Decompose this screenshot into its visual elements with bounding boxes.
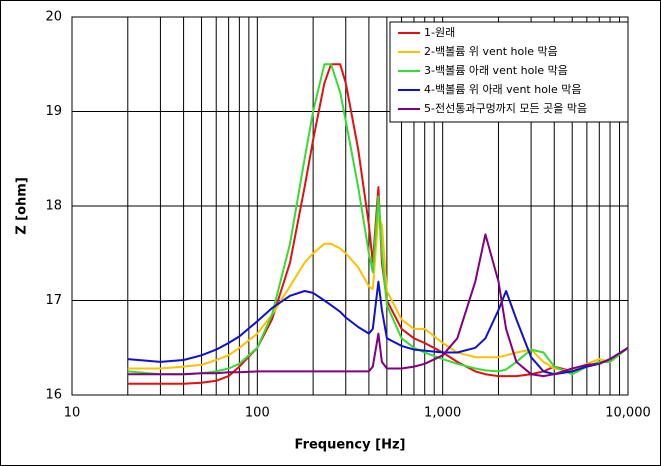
series-line	[127, 280, 629, 376]
x-tick-label: 10,000	[605, 406, 651, 421]
legend-label: 4-백볼륨 위 아래 vent hole 막음	[424, 83, 582, 96]
legend-label: 2-백볼륨 위 vent hole 막음	[424, 45, 558, 58]
y-tick-label: 19	[45, 104, 62, 119]
y-tick-label: 17	[45, 293, 62, 308]
legend-box	[389, 21, 629, 123]
x-tick-label: 100	[245, 406, 270, 421]
x-tick-label: 1,000	[424, 406, 461, 421]
legend-label: 3-백볼륨 아래 vent hole 막음	[424, 64, 568, 77]
legend: 1-원래 2-백볼륨 위 vent hole 막음 3-백볼륨 아래 vent ho…	[389, 21, 629, 123]
series-line	[127, 233, 629, 378]
y-axis-label: Z [ohm]	[15, 177, 30, 235]
legend-label: 1-원래	[424, 26, 455, 39]
x-axis-label: Frequency [Hz]	[295, 438, 406, 453]
x-tick-label: 10	[64, 406, 81, 421]
legend-label: 5-전선통과구멍까지 모든 곳을 막음	[424, 102, 587, 115]
y-tick-label: 18	[45, 199, 62, 214]
y-tick-label: 20	[45, 10, 62, 25]
y-tick-label: 16	[45, 388, 62, 403]
series-line	[127, 63, 629, 376]
